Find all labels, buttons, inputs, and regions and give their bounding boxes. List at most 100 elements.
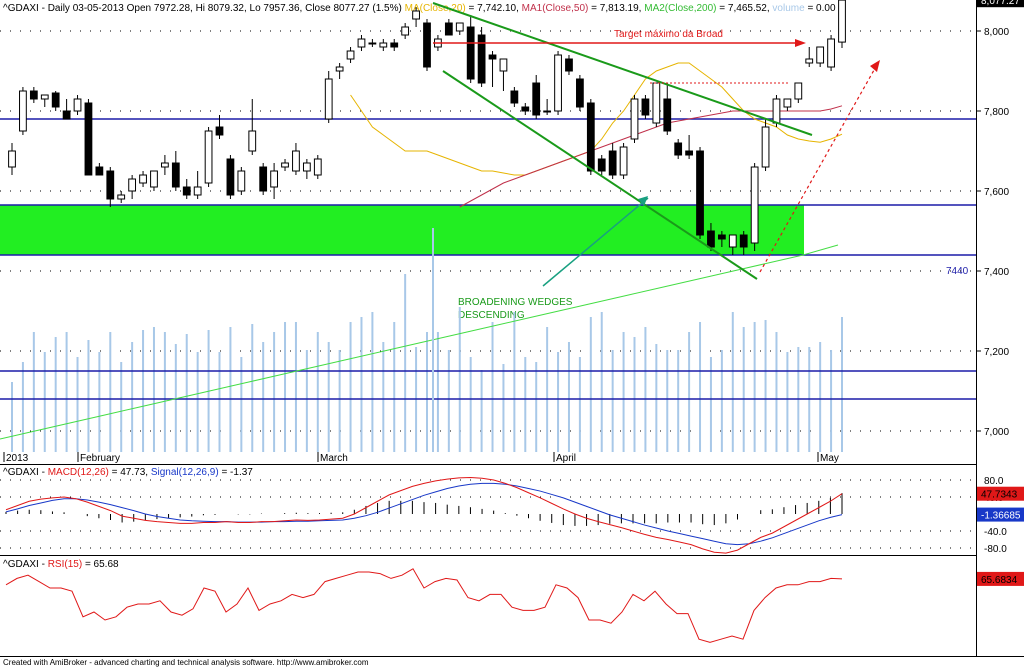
candle-body <box>335 66 344 72</box>
candle-body <box>554 54 562 112</box>
candle-body <box>237 170 246 192</box>
header-ma20: MA(Close,20) <box>405 3 466 14</box>
candle-body <box>805 58 814 64</box>
candle-body <box>619 146 628 176</box>
rsi-header-symbol: ^GDAXI - <box>3 559 45 570</box>
candle-body <box>761 126 770 168</box>
candle-body <box>783 98 792 108</box>
wedge-lower-line <box>442 70 758 280</box>
candle-body <box>652 82 661 124</box>
candle-body <box>84 102 93 176</box>
candle-body <box>707 230 715 248</box>
candle-body <box>292 150 300 172</box>
wedge-upper-line <box>432 2 813 136</box>
macd-signal-line <box>5 482 843 546</box>
candle-body <box>466 26 475 80</box>
candle-body <box>827 38 835 68</box>
macd-tick-label: 80.0 <box>984 476 1004 487</box>
wedge-arrow <box>542 197 649 287</box>
x-axis-label: March <box>320 453 348 464</box>
macd-header-macd: MACD(12,26) <box>48 467 109 478</box>
candle-body <box>444 22 453 36</box>
candle-body <box>717 234 726 240</box>
footer-credit: Created with AmiBroker - advanced charti… <box>3 658 369 667</box>
macd-header-macd-value: = 47.73, <box>112 467 148 478</box>
candle-body <box>128 178 137 192</box>
candle-body <box>302 162 311 172</box>
candle-body <box>324 78 333 120</box>
candle-body <box>270 170 278 188</box>
candle-body <box>139 174 147 184</box>
candle-body <box>215 126 224 136</box>
y-tick-label: 7,800 <box>984 107 1009 118</box>
header-ma200-value: = 7,465.52, <box>719 3 769 14</box>
macd-line <box>5 476 843 554</box>
candle-body <box>674 142 683 156</box>
chart-marks: 8,000 7,800 7,600 7,400 7,200 7,000 8,077.27 20… <box>0 0 1024 643</box>
header-volume-value: = 0.00 <box>807 3 836 14</box>
ma200-line <box>0 244 839 440</box>
candle-body <box>226 158 235 196</box>
x-axis-label: February <box>80 453 120 464</box>
candle-body <box>73 98 82 112</box>
candle-body <box>390 42 399 48</box>
candle-body <box>772 98 781 124</box>
y-tick-label: 7,200 <box>984 347 1009 358</box>
header-symbol: ^GDAXI <box>3 3 39 14</box>
candle-body <box>728 234 737 248</box>
candle-body <box>565 58 573 72</box>
candle-body <box>838 0 846 43</box>
candle-body <box>313 158 322 176</box>
chart-header: ^GDAXI - Daily 03-05-2013 Open 7972.28, … <box>3 3 836 14</box>
candle-body <box>204 130 213 184</box>
rsi-value-badge <box>977 571 1024 586</box>
x-axis-label: 2013 <box>6 453 29 464</box>
candle-body <box>510 90 519 104</box>
macd-header-symbol: ^GDAXI - <box>3 467 45 478</box>
rsi-header: ^GDAXI - RSI(15) = 65.68 <box>3 559 119 570</box>
y-tick-label: 7,000 <box>984 427 1009 438</box>
candle-body <box>40 94 49 100</box>
candle-body <box>543 110 552 113</box>
price-badge <box>977 0 1024 8</box>
y-tick-label: 7,600 <box>984 187 1009 198</box>
projection-arrowhead <box>870 60 880 72</box>
candle-body <box>532 82 541 116</box>
candle-body <box>171 162 180 188</box>
candle-body <box>29 90 38 100</box>
candle-body <box>488 54 497 60</box>
price-badge-text: 8,077.27 <box>981 0 1020 7</box>
projection-line <box>759 62 879 273</box>
candle-body <box>117 194 126 200</box>
rsi-header-rsi: RSI(15) <box>48 559 82 570</box>
congestion-zone <box>0 205 804 255</box>
candle-body <box>597 158 606 172</box>
candle-body <box>455 22 464 32</box>
candle-body <box>193 186 202 196</box>
candle-body <box>161 162 169 168</box>
macd-header-signal: Signal(12,26,9) <box>151 467 219 478</box>
wedge-annotation-line1: BROADENING WEDGES <box>458 297 573 308</box>
candle-body <box>51 92 60 108</box>
candle-body <box>499 58 508 72</box>
candle-body <box>685 150 693 156</box>
header-ma200: MA2(Close,200) <box>644 3 716 14</box>
candle-body <box>521 106 530 112</box>
macd-header: ^GDAXI - MACD(12,26) = 47.73, Signal(12,… <box>3 467 253 478</box>
candle-body <box>62 110 71 120</box>
header-ma20-value: = 7,742.10, <box>469 3 519 14</box>
candle-body <box>412 10 420 20</box>
candle-body <box>739 234 748 248</box>
signal-value-badge <box>977 507 1024 522</box>
candle-body <box>8 150 16 168</box>
header-ma50: MA1(Close,50) <box>522 3 589 14</box>
candle-body <box>357 38 366 48</box>
x-axis-label: May <box>820 453 839 464</box>
wedge-annotation-line2: DESCENDING <box>458 310 525 321</box>
candle-body <box>259 166 268 192</box>
x-axis-label: April <box>556 453 576 464</box>
candle-body <box>663 98 672 132</box>
candle-body <box>423 22 431 68</box>
candle-body <box>641 98 650 116</box>
